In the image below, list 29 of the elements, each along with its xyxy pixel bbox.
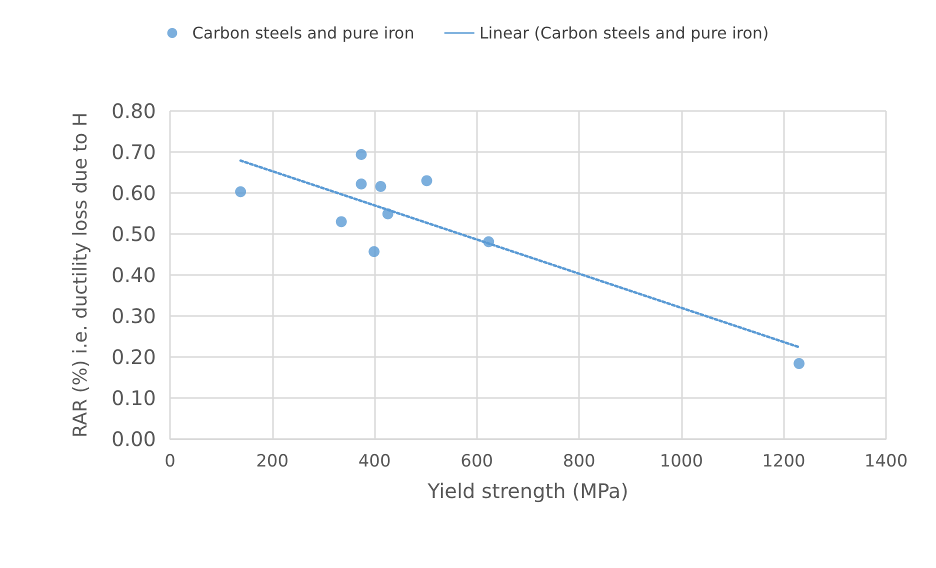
point [356, 148, 367, 160]
y-tick-label: 0.20 [111, 345, 156, 369]
x-axis-title: Yield strength (MPa) [426, 479, 628, 503]
point [794, 358, 805, 370]
x-tick-label: 0 [164, 452, 176, 472]
legend-label: Linear (Carbon steels and pure iron) [479, 24, 769, 42]
x-tick-label: 1400 [864, 452, 908, 472]
x-tick-label: 200 [256, 452, 289, 472]
y-tick-label: 0.60 [111, 181, 156, 205]
y-tick-label: 0.70 [111, 140, 156, 164]
legend-label: Carbon steels and pure iron [192, 24, 414, 42]
x-tick-label: 1000 [660, 452, 704, 472]
y-tick-label: 0.00 [111, 427, 156, 451]
y-axis-title: RAR (%) i.e. ductility loss due to H [70, 112, 92, 438]
point [356, 178, 367, 190]
point [336, 216, 347, 228]
point [235, 186, 246, 198]
x-tick-label: 600 [460, 452, 494, 472]
point [368, 246, 380, 258]
point [421, 175, 432, 186]
y-tick-label: 0.30 [111, 304, 156, 328]
y-tick-label: 0.80 [111, 99, 156, 123]
x-tick-label: 800 [562, 452, 596, 472]
y-tick-label: 0.10 [111, 386, 156, 410]
x-tick-label: 1200 [762, 452, 806, 472]
point [375, 180, 386, 192]
y-tick-label: 0.50 [111, 222, 156, 246]
x-tick-label: 400 [358, 452, 391, 472]
y-tick-label: 0.40 [111, 263, 156, 287]
